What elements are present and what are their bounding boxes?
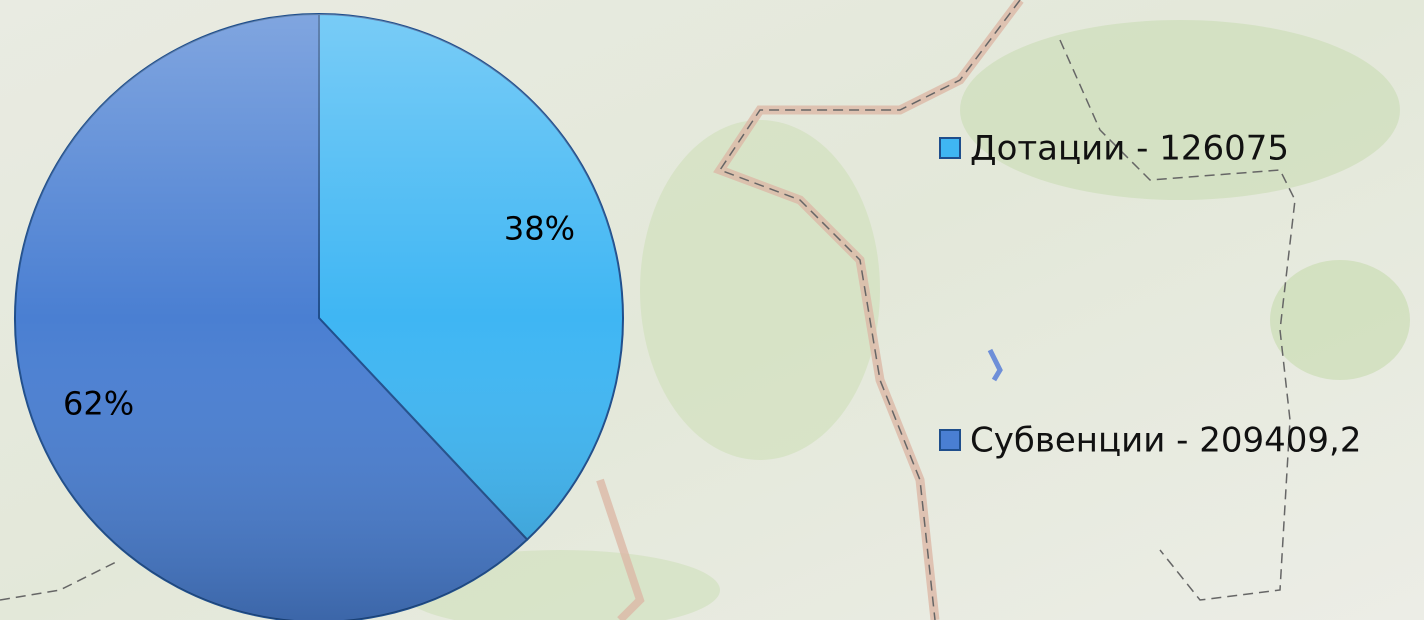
data-label: 38% bbox=[504, 210, 575, 248]
legend-label: Дотации - 126075 bbox=[970, 129, 1289, 169]
legend-swatch bbox=[940, 138, 960, 158]
data-label: 62% bbox=[63, 384, 134, 422]
chart: 38% 62% Дотации - 126075 Субвенции - 20940… bbox=[0, 0, 1424, 620]
legend-label: Субвенции - 209409,2 bbox=[970, 421, 1361, 461]
pie: 38% 62% bbox=[15, 14, 623, 620]
legend-swatch bbox=[940, 430, 960, 450]
